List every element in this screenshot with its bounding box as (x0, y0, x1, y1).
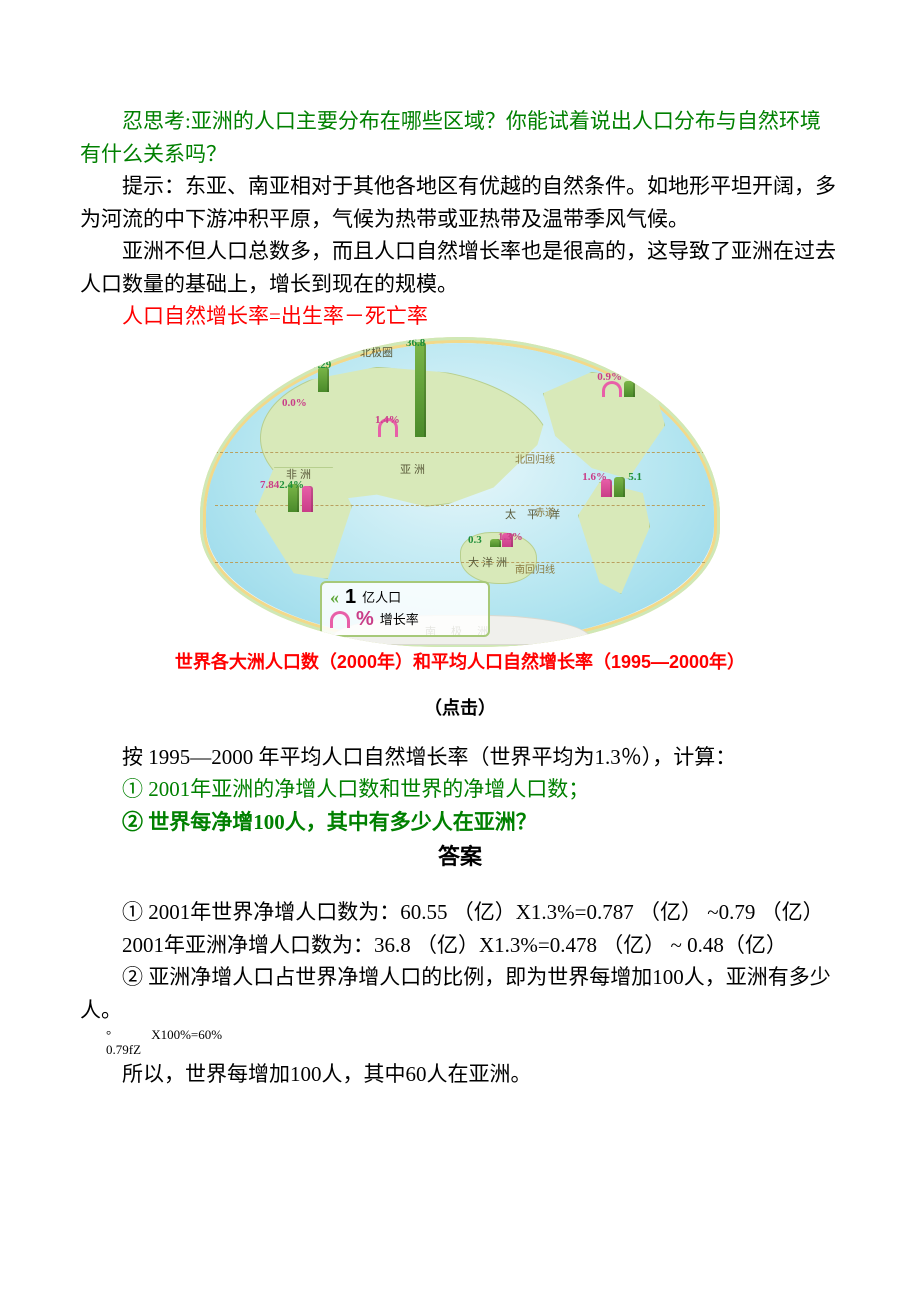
asia-rate-value: 1.4% (375, 412, 400, 429)
europe-pop-value: 7.29 (312, 357, 331, 374)
tropic-capricorn-line: 南回归线 (215, 562, 705, 579)
question-2: ② 世界每净增100人，其中有多少人在亚洲？ (80, 806, 840, 839)
arctic-label: 北极圈 (360, 345, 393, 362)
legend-rate-sym: % (356, 604, 374, 635)
sam-pop-value: 5.1 (628, 469, 642, 486)
calc-intro: 按 1995—2000 年平均人口自然增长率（世界平均为1.3％），计算： (80, 741, 840, 774)
question-1: ① 2001年亚洲的净增人口数和世界的净增人口数； (80, 773, 840, 806)
oceania-label: 大 洋 洲 (468, 555, 507, 572)
figure-caption: 世界各大洲人口数（2000年）和平均人口自然增长率（1995—2000年） (80, 649, 840, 677)
world-map-figure: 北回归线 赤道 南回归线 36.8 1.4% 7.29 0.0% 7.842.4… (200, 337, 720, 647)
legend-rate-unit: 增长率 (380, 610, 419, 630)
hint-text: 提示：东亚、南亚相对于其他各地区有优越的自然条件。如地形平坦开阔，多为河流的中下… (80, 170, 840, 235)
answer-formula: °X100%=60% 0.79fZ (106, 1027, 840, 1058)
nam-pop-value: 5.19 (641, 369, 660, 386)
asia-label: 亚 洲 (400, 462, 425, 479)
answer-1a: ① 2001年世界净增人口数为：60.55 （亿）X1.3%=0.787 （亿）… (80, 896, 840, 929)
legend-pop-num: 1 (345, 582, 356, 613)
asia-pop-value: 36.8 (406, 337, 425, 352)
map-legend: « 1 亿人口 % 增长率 (320, 581, 490, 637)
ocean-label: 太 平 洋 (505, 507, 564, 524)
growth-formula: 人口自然增长率=出生率－死亡率 (80, 300, 840, 333)
legend-pop-row: « 1 亿人口 (330, 587, 480, 609)
answer-conclusion: 所以，世界每增加100人，其中60人在亚洲。 (80, 1058, 840, 1091)
asia-pop-text: 亚洲不但人口总数多，而且人口自然增长率也是很高的，这导致了亚洲在过去人口数量的基… (80, 235, 840, 300)
think-question: 忍思考:亚洲的人口主要分布在哪些区域？你能试着说出人口分布与自然环境有什么关系吗… (80, 105, 840, 170)
nam-rate-value: 0.9% (597, 369, 622, 386)
legend-dbl-arrow-icon: « (330, 584, 339, 612)
legend-rate-icon (330, 611, 350, 628)
answer-2a: ② 亚洲净增人口占世界净增人口的比例，即为世界每增加100人，亚洲有多少人。 (80, 961, 840, 1026)
asia-pop-bar (415, 342, 426, 437)
nam-pop-bar (624, 381, 635, 397)
africa-label: 非 洲 (286, 467, 311, 484)
answer-1b: 2001年亚洲净增人口数为：36.8 （亿）X1.3%=0.478 （亿） ~ … (80, 929, 840, 962)
click-hint: （点击） (80, 695, 840, 723)
sam-pop-bar (614, 477, 625, 497)
answer-heading: 答案 (80, 840, 840, 874)
sam-rate-value: 1.6% (582, 469, 607, 486)
europe-rate-value: 0.0% (282, 395, 307, 412)
oceania-rate-value: 1.3% (498, 529, 523, 546)
oceania-pop-value: 0.3 (468, 532, 482, 549)
